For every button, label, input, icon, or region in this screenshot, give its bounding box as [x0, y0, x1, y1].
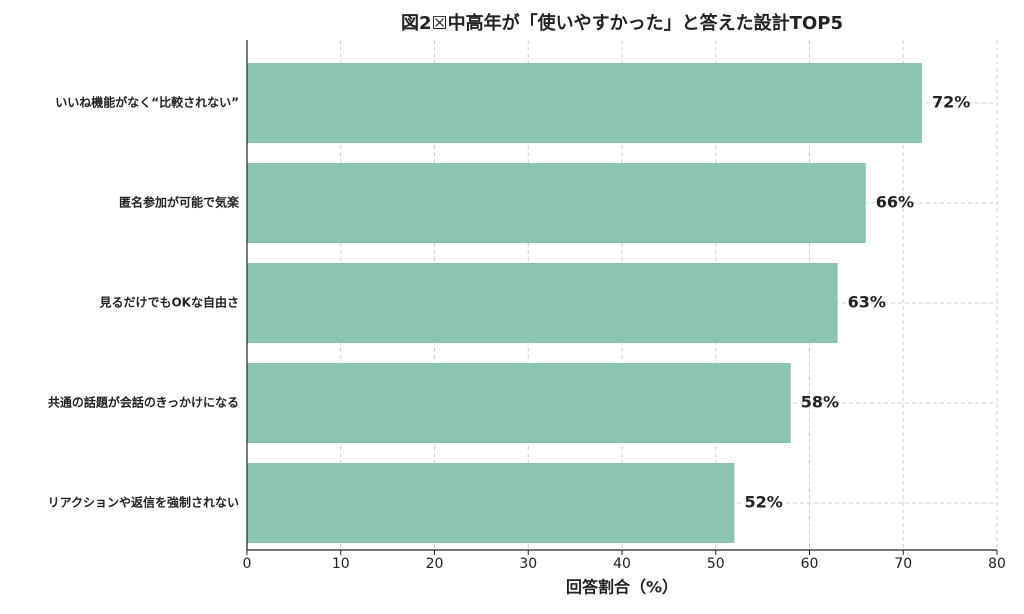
x-tick-label: 70 — [894, 556, 912, 572]
bar — [247, 463, 735, 543]
value-label: 52% — [745, 493, 783, 512]
value-label: 72% — [932, 93, 970, 112]
x-tick-label: 10 — [332, 556, 350, 572]
chart-title: 図2☒中高年が「使いやすかった」と答えた設計TOP5 — [401, 12, 843, 34]
bar — [247, 163, 866, 243]
y-tick-label: リアクションや返信を強制されない — [48, 495, 239, 510]
bar — [247, 263, 838, 343]
x-tick-label: 30 — [519, 556, 537, 572]
y-tick-label: 匿名参加が可能で気楽 — [119, 195, 240, 210]
value-label: 58% — [801, 393, 839, 412]
x-tick-label: 0 — [243, 556, 252, 572]
value-label: 63% — [848, 293, 886, 312]
value-label: 66% — [876, 193, 914, 212]
x-tick-label: 80 — [988, 556, 1006, 572]
bar — [247, 63, 922, 143]
y-tick-label: いいね機能がなく“比較されない” — [55, 95, 239, 110]
x-tick-label: 20 — [426, 556, 444, 572]
y-tick-label: 見るだけでもOKな自由さ — [98, 295, 239, 310]
bar — [247, 363, 791, 443]
x-tick-label: 60 — [801, 556, 819, 572]
x-tick-label: 40 — [613, 556, 631, 572]
x-tick-label: 50 — [707, 556, 725, 572]
x-axis-label: 回答割合（%） — [566, 578, 678, 597]
y-tick-label: 共通の話題が会話のきっかけになる — [48, 395, 239, 410]
